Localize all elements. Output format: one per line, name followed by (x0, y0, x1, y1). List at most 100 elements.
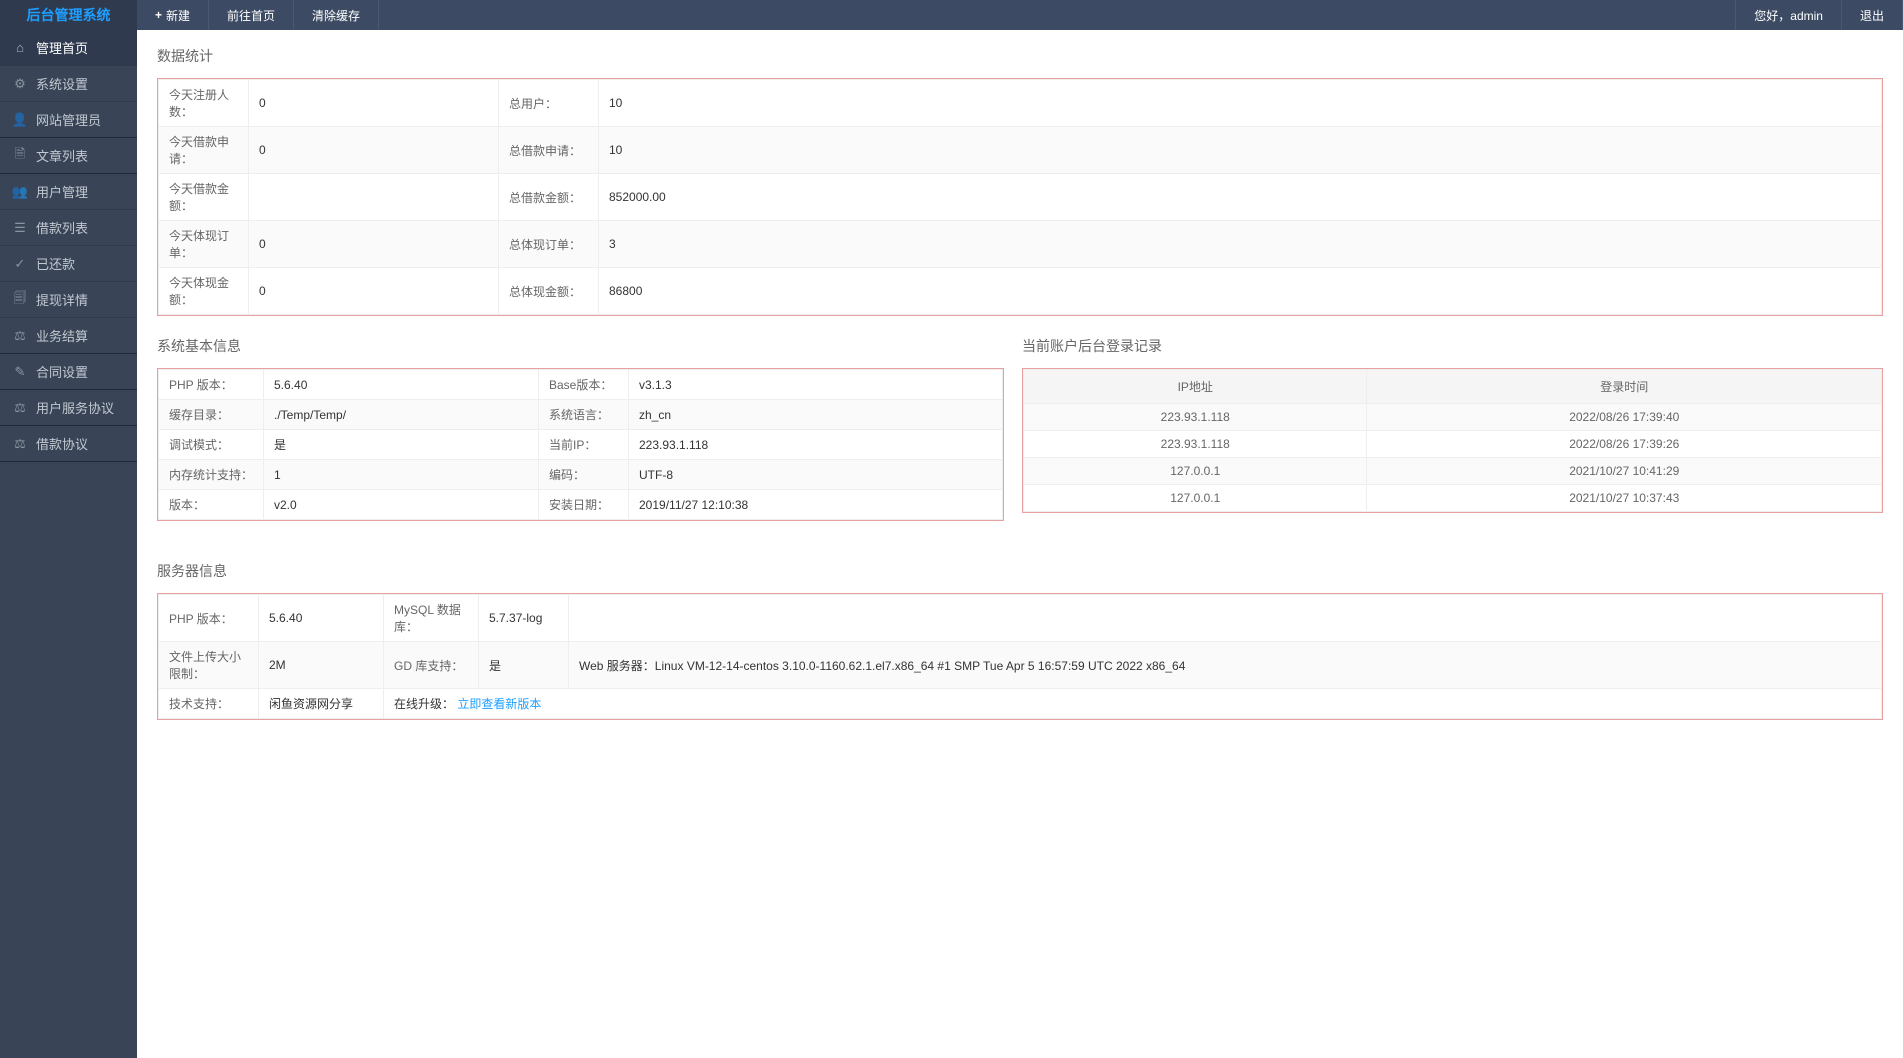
table-row: 127.0.0.12021/10/27 10:37:43 (1024, 485, 1882, 512)
sysinfo-table: PHP 版本：5.6.40Base版本：v3.1.3缓存目录：./Temp/Te… (158, 369, 1003, 520)
label: 版本： (159, 490, 264, 520)
label: 总体现金额： (499, 268, 599, 315)
label: 总借款申请： (499, 127, 599, 174)
label: 总体现订单： (499, 221, 599, 268)
sidebar-item-11[interactable]: ⚖ 借款协议 (0, 426, 137, 462)
value: 3 (599, 221, 1882, 268)
sysinfo-column: 系统基本信息 PHP 版本：5.6.40Base版本：v3.1.3缓存目录：./… (157, 336, 1004, 541)
value: 0 (249, 221, 499, 268)
upgrade-link[interactable]: 立即查看新版本 (457, 697, 541, 711)
label: Base版本： (539, 370, 629, 400)
sidebar-item-4[interactable]: 👥用户管理 (0, 174, 137, 210)
sidebar-item-0[interactable]: ⌂管理首页 (0, 30, 137, 66)
upgrade-label: 在线升级： (394, 697, 454, 711)
sidebar-item-label: 合同设置 (36, 362, 88, 381)
sidebar-item-7[interactable]: 🗐 提现详情 (0, 282, 137, 318)
table-row: 今天借款申请：0总借款申请：10 (159, 127, 1882, 174)
table-row: 文件上传大小限制： 2M GD 库支持： 是 Web 服务器：Linux VM-… (159, 642, 1882, 689)
table-header-row: IP地址登录时间 (1024, 370, 1882, 404)
value: 86800 (599, 268, 1882, 315)
ip-cell: 223.93.1.118 (1024, 404, 1367, 431)
label: 内存统计支持： (159, 460, 264, 490)
value: 10 (599, 80, 1882, 127)
clear-cache-button[interactable]: 清除缓存 (294, 0, 379, 30)
value: 10 (599, 127, 1882, 174)
label: 今天体现订单： (159, 221, 249, 268)
header-right: 您好，admin 退出 (1735, 0, 1903, 30)
value: v2.0 (264, 490, 539, 520)
server-title: 服务器信息 (157, 561, 1883, 581)
time-cell: 2022/08/26 17:39:26 (1367, 431, 1882, 458)
sidebar-item-6[interactable]: ✓ 已还款 (0, 246, 137, 282)
value: 闲鱼资源网分享 (259, 689, 384, 719)
sidebar-item-2[interactable]: 👤网站管理员 (0, 102, 137, 138)
table-row: 今天借款金额： 总借款金额：852000.00 (159, 174, 1882, 221)
sidebar-item-1[interactable]: ⚙系统设置 (0, 66, 137, 102)
time-cell: 2021/10/27 10:37:43 (1367, 485, 1882, 512)
table-row: 今天体现金额：0总体现金额：86800 (159, 268, 1882, 315)
table-row: PHP 版本：5.6.40Base版本：v3.1.3 (159, 370, 1003, 400)
label: 调试模式： (159, 430, 264, 460)
loan-icon: ⚖ (12, 436, 28, 452)
doc-icon: 🗎 (12, 145, 28, 167)
label: PHP 版本： (159, 370, 264, 400)
table-row: 今天体现订单：0总体现订单：3 (159, 221, 1882, 268)
goto-home-button[interactable]: 前往首页 (209, 0, 294, 30)
main: 数据统计 今天注册人数：0总用户：10今天借款申请：0总借款申请：10今天借款金… (137, 30, 1903, 1058)
value: zh_cn (629, 400, 1003, 430)
sidebar-item-label: 借款协议 (36, 434, 88, 453)
greeting[interactable]: 您好，admin (1735, 0, 1842, 30)
logout-button[interactable]: 退出 (1842, 0, 1903, 30)
label: 今天体现金额： (159, 268, 249, 315)
sidebar-item-5[interactable]: ☰ 借款列表 (0, 210, 137, 246)
plus-icon: + (155, 8, 162, 22)
sidebar-item-8[interactable]: ⚖业务结算 (0, 318, 137, 354)
table-row: 内存统计支持：1编码：UTF-8 (159, 460, 1003, 490)
value: 2019/11/27 12:10:38 (629, 490, 1003, 520)
sidebar-item-label: 提现详情 (36, 290, 88, 309)
row-sysinfo-login: 系统基本信息 PHP 版本：5.6.40Base版本：v3.1.3缓存目录：./… (157, 336, 1883, 541)
value (569, 595, 1882, 642)
sidebar-item-9[interactable]: ✎ 合同设置 (0, 354, 137, 390)
label: 今天注册人数： (159, 80, 249, 127)
detail-icon: 🗐 (12, 289, 28, 311)
value: 0 (249, 268, 499, 315)
logo[interactable]: 后台管理系统 (0, 0, 137, 30)
label: 技术支持： (159, 689, 259, 719)
value: 223.93.1.118 (629, 430, 1003, 460)
value: 5.6.40 (259, 595, 384, 642)
value: 852000.00 (599, 174, 1882, 221)
ip-cell: 127.0.0.1 (1024, 458, 1367, 485)
sidebar-item-label: 业务结算 (36, 326, 88, 345)
sidebar-item-label: 文章列表 (36, 146, 88, 165)
table-row: 今天注册人数：0总用户：10 (159, 80, 1882, 127)
home-icon: ⌂ (12, 40, 28, 55)
sidebar-item-label: 已还款 (36, 254, 75, 273)
list-icon: ☰ (12, 220, 28, 236)
sidebar-item-10[interactable]: ⚖用户服务协议 (0, 390, 137, 426)
sidebar-item-label: 借款列表 (36, 218, 88, 237)
label: 今天借款金额： (159, 174, 249, 221)
users-icon: 👥 (12, 184, 28, 200)
new-button[interactable]: + 新建 (137, 0, 209, 30)
sysinfo-panel: PHP 版本：5.6.40Base版本：v3.1.3缓存目录：./Temp/Te… (157, 368, 1004, 521)
label: 系统语言： (539, 400, 629, 430)
label: 编码： (539, 460, 629, 490)
sidebar-item-3[interactable]: 🗎 文章列表 (0, 138, 137, 174)
label: 当前IP： (539, 430, 629, 460)
agree-icon: ⚖ (12, 400, 28, 416)
label: 缓存目录： (159, 400, 264, 430)
value: 5.7.37-log (479, 595, 569, 642)
check-icon: ✓ (12, 256, 28, 272)
user-icon: 👤 (12, 112, 28, 128)
label: 总用户： (499, 80, 599, 127)
sidebar-item-label: 系统设置 (36, 74, 88, 93)
label: MySQL 数据库： (384, 595, 479, 642)
table-row: 223.93.1.1182022/08/26 17:39:26 (1024, 431, 1882, 458)
contract-icon: ✎ (12, 364, 28, 380)
time-cell: 2021/10/27 10:41:29 (1367, 458, 1882, 485)
header-spacer (379, 0, 1735, 30)
label: PHP 版本： (159, 595, 259, 642)
label: 总借款金额： (499, 174, 599, 221)
stats-panel: 今天注册人数：0总用户：10今天借款申请：0总借款申请：10今天借款金额：总借款… (157, 78, 1883, 316)
